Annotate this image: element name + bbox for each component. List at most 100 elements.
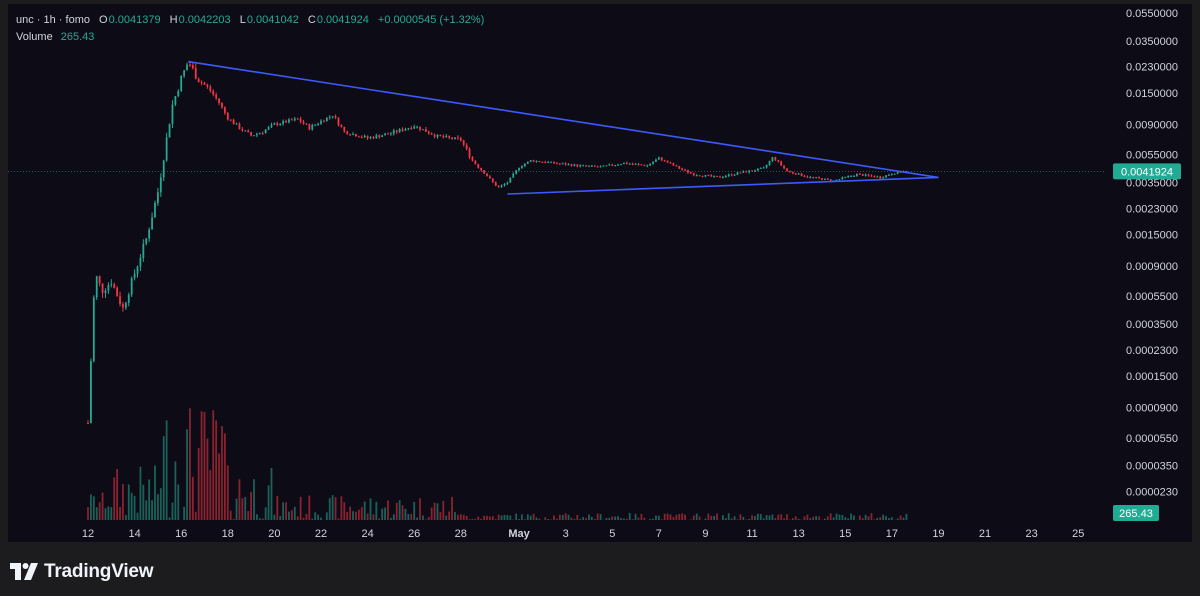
candle-body (523, 163, 526, 167)
volume-bar (497, 514, 500, 520)
candle-body (285, 120, 287, 123)
candle-body (593, 165, 596, 167)
legend-open-label: O (99, 14, 108, 26)
candle-body (783, 165, 785, 169)
candle-body (535, 161, 538, 163)
candle-body (701, 175, 704, 177)
volume-bar (608, 517, 611, 520)
candle-body (710, 175, 713, 177)
candle-body (844, 176, 847, 178)
candle-body (815, 177, 818, 179)
candle-body (809, 176, 812, 178)
legend-ohlc-row: unc · 1h · fomo O0.0041379 H0.0042203 L0… (16, 12, 484, 29)
candle-body (888, 174, 890, 176)
volume-bar (902, 517, 905, 520)
volume-bar (264, 507, 267, 520)
volume-bar (905, 513, 908, 520)
candle-body (98, 276, 101, 284)
candle-body (687, 170, 689, 173)
volume-bar (643, 517, 646, 520)
volume-bar (331, 495, 334, 520)
volume-bar (98, 502, 101, 520)
volume-bar (395, 502, 398, 520)
volume-bar (649, 518, 652, 520)
volume-bar (826, 516, 829, 520)
volume-bar (159, 488, 162, 520)
candle-body (806, 176, 809, 178)
candle-body (148, 229, 151, 239)
volume-bar (168, 517, 171, 520)
volume-bar (404, 508, 407, 520)
volume-bar (742, 516, 745, 520)
price-chart[interactable]: 0.0550000 0.0350000 0.0230000 0.0150000 0.00… (0, 0, 1200, 552)
candle-body (754, 170, 756, 172)
legend-open: 0.0041379 (108, 14, 161, 26)
volume-bar (401, 505, 404, 520)
candle-body (90, 361, 92, 424)
volume-bar (567, 514, 570, 520)
candle-body (212, 90, 215, 95)
candle-body (905, 170, 908, 172)
candle-body (879, 176, 882, 179)
x-tick-label: 26 (408, 528, 420, 540)
candle-body (745, 171, 748, 173)
volume-bar (491, 516, 494, 520)
candle-body (556, 163, 558, 165)
y-tick-label: 0.0350000 (1126, 36, 1178, 48)
volume-bar (713, 515, 716, 520)
candle-body (847, 176, 850, 178)
volume-bar (739, 514, 742, 520)
candle-body (489, 176, 491, 179)
volume-bar (165, 420, 168, 520)
candle-body (491, 178, 494, 182)
volume-bar (148, 479, 151, 520)
candle-body (323, 120, 325, 122)
legend-low: 0.0041042 (246, 14, 299, 26)
candle-body (424, 129, 427, 132)
legend-high-label: H (169, 14, 178, 26)
tradingview-logo[interactable]: TradingView (10, 561, 154, 583)
candle-body (733, 174, 736, 176)
candle-body (186, 64, 188, 71)
volume-bar (92, 496, 95, 520)
candle-body (328, 116, 331, 118)
volume-bar (710, 515, 713, 520)
y-tick-label: 0.0150000 (1126, 88, 1178, 100)
volume-bar (232, 518, 235, 520)
candle-body (331, 116, 334, 118)
volume-bar (483, 515, 485, 520)
volume-bar (570, 517, 573, 520)
volume-bar (873, 519, 876, 520)
candle-body (858, 173, 861, 175)
volume-bar (623, 518, 625, 520)
candle-body (215, 94, 218, 99)
candle-body (101, 283, 104, 294)
candle-body (666, 160, 669, 163)
volume-bar (218, 453, 220, 520)
candle-body (515, 170, 518, 174)
legend-volume-label[interactable]: Volume (16, 31, 53, 43)
x-tick-label: 3 (563, 528, 569, 540)
volume-bar (850, 513, 852, 520)
volume-bar (847, 518, 850, 520)
volume-bar (372, 514, 375, 520)
volume-bar (151, 500, 153, 520)
candle-body (582, 165, 585, 167)
candle-body (698, 175, 701, 177)
candle-body (352, 133, 354, 135)
volume-bar (410, 513, 413, 520)
candle-body (765, 164, 768, 168)
volume-bar (191, 476, 194, 520)
volume-bar (521, 514, 523, 520)
candle-body (707, 174, 710, 176)
candle-body (267, 127, 270, 130)
volume-bar (864, 514, 867, 520)
candle-body (171, 104, 174, 124)
candle-body (442, 136, 445, 138)
volume-bar (556, 518, 558, 520)
candle-body (506, 182, 509, 185)
legend-symbol[interactable]: unc · 1h · fomo (16, 14, 90, 26)
candle-body (885, 175, 887, 178)
candle-body (357, 136, 360, 138)
